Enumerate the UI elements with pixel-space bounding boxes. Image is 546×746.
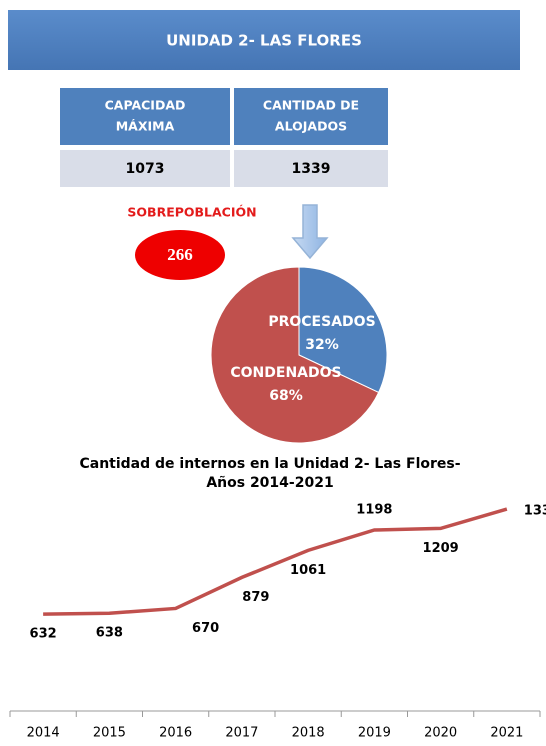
table-value: 1073 bbox=[126, 161, 165, 177]
table-header: CAPACIDAD bbox=[105, 98, 186, 113]
table-header-cell bbox=[234, 88, 388, 145]
x-tick-label: 2019 bbox=[358, 726, 391, 741]
table-header: MÁXIMA bbox=[116, 119, 175, 134]
title-bar bbox=[8, 10, 520, 70]
x-tick-label: 2017 bbox=[225, 726, 258, 741]
x-tick-label: 2018 bbox=[292, 726, 325, 741]
data-label: 1061 bbox=[290, 563, 326, 578]
data-label: 1209 bbox=[423, 541, 459, 556]
data-label: 1339 bbox=[524, 504, 546, 519]
data-label: 670 bbox=[192, 621, 219, 636]
pie-slice bbox=[210, 266, 380, 444]
x-tick-label: 2020 bbox=[424, 726, 457, 741]
table-cell bbox=[234, 150, 388, 187]
data-label: 638 bbox=[96, 626, 123, 641]
line-title: Años 2014-2021 bbox=[206, 475, 333, 491]
x-tick-label: 2014 bbox=[27, 726, 60, 741]
table-value: 1339 bbox=[292, 161, 331, 177]
table-header: ALOJADOS bbox=[275, 119, 347, 134]
overpopulation-value: 266 bbox=[167, 245, 193, 264]
overpopulation-badge bbox=[135, 230, 225, 280]
x-tick-label: 2015 bbox=[93, 726, 126, 741]
line-title: Cantidad de internos en la Unidad 2- Las… bbox=[79, 456, 460, 472]
pie-value-label: 32% bbox=[305, 337, 339, 353]
x-tick-label: 2016 bbox=[159, 726, 192, 741]
arrow bbox=[291, 204, 329, 260]
table-header-cell bbox=[60, 88, 230, 145]
x-tick-label: 2021 bbox=[490, 726, 523, 741]
page-title: UNIDAD 2- LAS FLORES bbox=[166, 32, 362, 50]
data-label: 632 bbox=[30, 627, 57, 642]
pie-label: PROCESADOS bbox=[268, 314, 375, 330]
data-label: 1198 bbox=[356, 503, 392, 518]
pie-value-label: 68% bbox=[269, 388, 303, 404]
pie-slice bbox=[298, 266, 388, 394]
table-header: CANTIDAD DE bbox=[263, 98, 359, 113]
line bbox=[43, 507, 508, 616]
overpopulation-label: SOBREPOBLACIÓN bbox=[127, 205, 256, 220]
data-label: 879 bbox=[242, 590, 269, 605]
table-cell bbox=[60, 150, 230, 187]
pie-label: CONDENADOS bbox=[230, 365, 341, 381]
